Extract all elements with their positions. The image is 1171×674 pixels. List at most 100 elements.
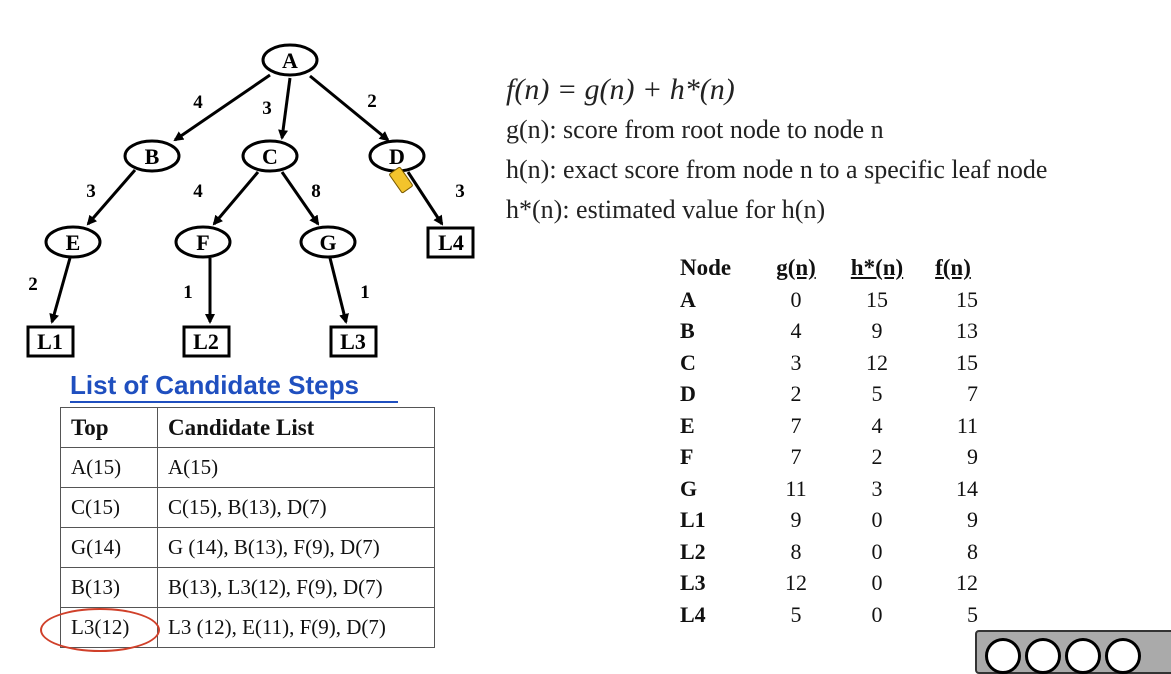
table-row: A(15) A(15) — [60, 447, 435, 488]
candidate-header-list: Candidate List — [157, 407, 435, 448]
node-e — [44, 225, 102, 259]
table-row: B 4 9 13 — [672, 316, 986, 348]
node-l1 — [26, 325, 75, 358]
value-g: 5 — [790, 601, 802, 627]
cc-by-icon — [1025, 638, 1061, 674]
weight-c-g: 8 — [311, 181, 321, 202]
label-e: E — [66, 230, 81, 255]
edge-a-c — [278, 77, 292, 140]
formula-h: h(n): exact score from node n to a speci… — [506, 155, 1048, 184]
candidate-title-underline — [70, 401, 398, 403]
node-l2 — [182, 325, 231, 358]
node-l3 — [329, 325, 378, 358]
value-hstar: 0 — [871, 601, 883, 627]
value-g: 0 — [790, 286, 802, 312]
value-node: F — [680, 444, 694, 470]
weight-d-l4: 3 — [455, 181, 465, 202]
table-row: D 2 5 7 — [672, 379, 986, 411]
table-row: G(14) G (14), B(13), F(9), D(7) — [60, 527, 435, 568]
cc-nc-icon — [1065, 638, 1101, 674]
value-g: 9 — [790, 507, 802, 533]
value-hstar: 2 — [871, 444, 883, 470]
edge-b-e — [86, 169, 137, 226]
value-node: G — [680, 475, 698, 501]
weight-a-b: 4 — [193, 92, 203, 113]
values-header-row: Node g(n) h*(n) f(n) — [672, 252, 986, 284]
value-hstar: 0 — [871, 507, 883, 533]
highlight-circle — [40, 608, 160, 652]
node-g — [299, 225, 357, 259]
candidate-list: L3 (12), E(11), F(9), D(7) — [157, 607, 435, 648]
value-hstar: 12 — [866, 349, 888, 375]
value-f: 7 — [967, 381, 978, 407]
value-node: E — [680, 412, 695, 438]
table-row: C 3 12 15 — [672, 347, 986, 379]
value-g: 11 — [785, 475, 807, 501]
formula-g: g(n): score from root node to node n — [506, 115, 884, 144]
value-g: 3 — [790, 349, 802, 375]
label-l1: L1 — [37, 329, 63, 354]
label-l2: L2 — [193, 329, 219, 354]
table-row: B(13) B(13), L3(12), F(9), D(7) — [60, 567, 435, 608]
value-node: B — [680, 318, 695, 344]
value-node: L2 — [680, 538, 706, 564]
value-f: 15 — [956, 286, 978, 312]
value-g: 12 — [785, 570, 807, 596]
table-row: L4 5 0 5 — [672, 599, 986, 631]
weight-c-f: 4 — [193, 181, 203, 202]
edge-d-l4 — [406, 171, 444, 226]
candidate-list: B(13), L3(12), F(9), D(7) — [157, 567, 435, 608]
candidate-list: A(15) — [157, 447, 435, 488]
value-node: A — [680, 286, 696, 312]
value-node: D — [680, 381, 696, 407]
weight-g-l3: 1 — [360, 282, 370, 303]
values-header-node: Node — [680, 255, 732, 280]
label-l3: L3 — [340, 329, 366, 354]
edge-c-f — [212, 171, 260, 226]
value-f: 8 — [967, 538, 978, 564]
values-header-g: g(n) — [776, 255, 816, 280]
table-row: C(15) C(15), B(13), D(7) — [60, 487, 435, 528]
values-header-f: f(n) — [935, 255, 971, 280]
weight-b-e: 3 — [86, 181, 96, 202]
table-row: F 7 2 9 — [672, 442, 986, 474]
candidate-list: G (14), B(13), F(9), D(7) — [157, 527, 435, 568]
candidate-title: List of Candidate Steps — [70, 370, 359, 400]
cc-icon — [985, 638, 1021, 674]
cc-sa-icon — [1105, 638, 1141, 674]
table-row: E 7 4 11 — [672, 410, 986, 442]
label-b: B — [145, 144, 160, 169]
value-node: C — [680, 349, 696, 375]
weight-a-d: 2 — [367, 91, 377, 112]
weight-a-c: 3 — [262, 98, 272, 119]
weight-f-l2: 1 — [183, 282, 193, 303]
value-hstar: 5 — [871, 381, 883, 407]
table-row: A 0 15 15 — [672, 284, 986, 316]
label-l4: L4 — [438, 230, 464, 255]
candidate-top: G(14) — [60, 527, 158, 568]
value-hstar: 0 — [871, 570, 883, 596]
value-g: 7 — [790, 444, 802, 470]
table-row: L3 12 0 12 — [672, 568, 986, 600]
edge-a-b — [173, 73, 271, 142]
creative-commons-badge-icon — [975, 630, 1171, 674]
edge-a-d — [309, 74, 390, 142]
table-row: L1 9 0 9 — [672, 505, 986, 537]
value-f: 12 — [956, 570, 978, 596]
value-f: 11 — [956, 412, 978, 438]
node-values-table: Node g(n) h*(n) f(n) A 0 15 15 B 4 9 13 C 3 12 15… — [672, 252, 986, 631]
label-f: F — [196, 230, 209, 255]
edge-c-g — [280, 171, 320, 226]
candidate-top: A(15) — [60, 447, 158, 488]
node-a — [261, 43, 319, 77]
node-c — [241, 139, 299, 173]
candidate-top: B(13) — [60, 567, 158, 608]
value-node: L1 — [680, 507, 706, 533]
label-d: D — [389, 144, 405, 169]
value-f: 9 — [967, 507, 978, 533]
value-g: 7 — [790, 412, 802, 438]
value-f: 9 — [967, 444, 978, 470]
value-g: 2 — [790, 381, 802, 407]
search-tree-diagram: A B C D E F G L4 L1 L2 L3 4 3 2 3 4 8 3 … — [26, 43, 475, 358]
edge-g-l3 — [328, 257, 349, 324]
